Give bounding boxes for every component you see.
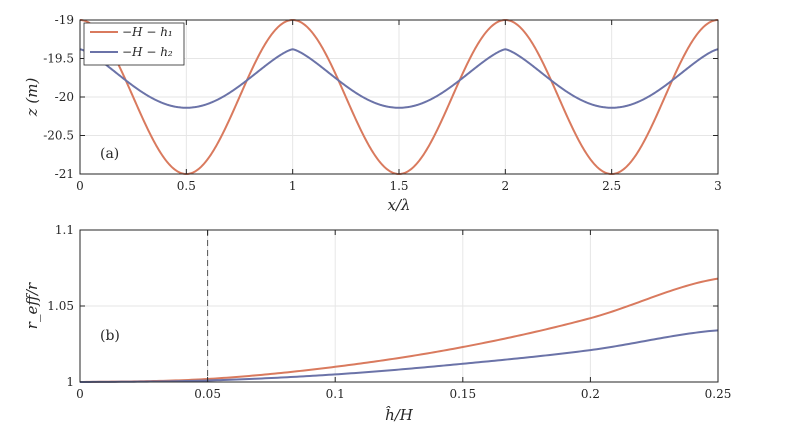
ratio-line-2	[79, 329, 719, 383]
panel-a-xtick-label: 3	[714, 179, 722, 193]
panel-b: 0 0.05 0.1 0.15 0.2 0.25 1 1.05 1.1 (b) ĥ/H r_ef…	[23, 223, 731, 424]
panel-b-ticks: 0 0.05 0.1 0.15 0.2 0.25 1 1.05 1.1	[47, 223, 731, 401]
legend-label-h1: −H − h₁	[122, 25, 173, 39]
panel-a-ytick-label: -19.5	[43, 52, 74, 66]
panel-a-xlabel: x/λ	[387, 196, 410, 214]
panel-a-xtick-label: 2.5	[602, 179, 621, 193]
panel-a-xtick-label: 2	[502, 179, 510, 193]
panel-b-xtick-label: 0.15	[449, 387, 476, 401]
panel-a-ytick-label: -20.5	[43, 129, 74, 143]
panel-a-xtick-label: 1	[289, 179, 297, 193]
panel-b-annotation: (b)	[100, 328, 120, 344]
panel-b-ytick-label: 1	[66, 375, 74, 389]
legend: −H − h₁ −H − h₂	[83, 22, 185, 66]
legend-label-h2: −H − h₂	[122, 45, 173, 59]
panel-a-annotation: (a)	[100, 146, 119, 162]
panel-a-ytick-label: -21	[55, 167, 74, 181]
panel-a-xtick-label: 0	[76, 179, 84, 193]
panel-a-ticks: 0 0.5 1 1.5 2 2.5 3 -21 -20.5 -20 -19.5 -19	[43, 13, 722, 193]
panel-b-ytick-label: 1.05	[47, 299, 74, 313]
panel-b-ylabel: r_eff/r	[23, 282, 41, 329]
panel-b-xtick-label: 0	[76, 387, 84, 401]
panel-a-ytick-label: -20	[55, 90, 74, 104]
panel-b-grid	[79, 229, 719, 383]
panel-a-xtick-label: 0.5	[177, 179, 196, 193]
panel-b-series	[79, 277, 719, 383]
series-line-2	[79, 48, 719, 109]
panel-b-xtick-label: 0.1	[326, 387, 345, 401]
panel-b-ytick-label: 1.1	[55, 223, 74, 237]
panel-a-xtick-label: 1.5	[389, 179, 408, 193]
panel-b-xtick-label: 0.2	[581, 387, 600, 401]
legend-box	[83, 22, 185, 66]
panel-b-xtick-label: 0.05	[194, 387, 221, 401]
panel-a-ytick-label: -19	[55, 13, 74, 27]
panel-a-ylabel: z (m)	[23, 78, 41, 118]
panel-a: 0 0.5 1 1.5 2 2.5 3 -21 -20.5 -20 -19.5 -19 (a) x/λ…	[23, 13, 722, 214]
panel-b-xlabel: ĥ/H	[385, 406, 414, 424]
ratio-line-1	[79, 277, 719, 383]
panel-b-xtick-label: 0.25	[705, 387, 732, 401]
